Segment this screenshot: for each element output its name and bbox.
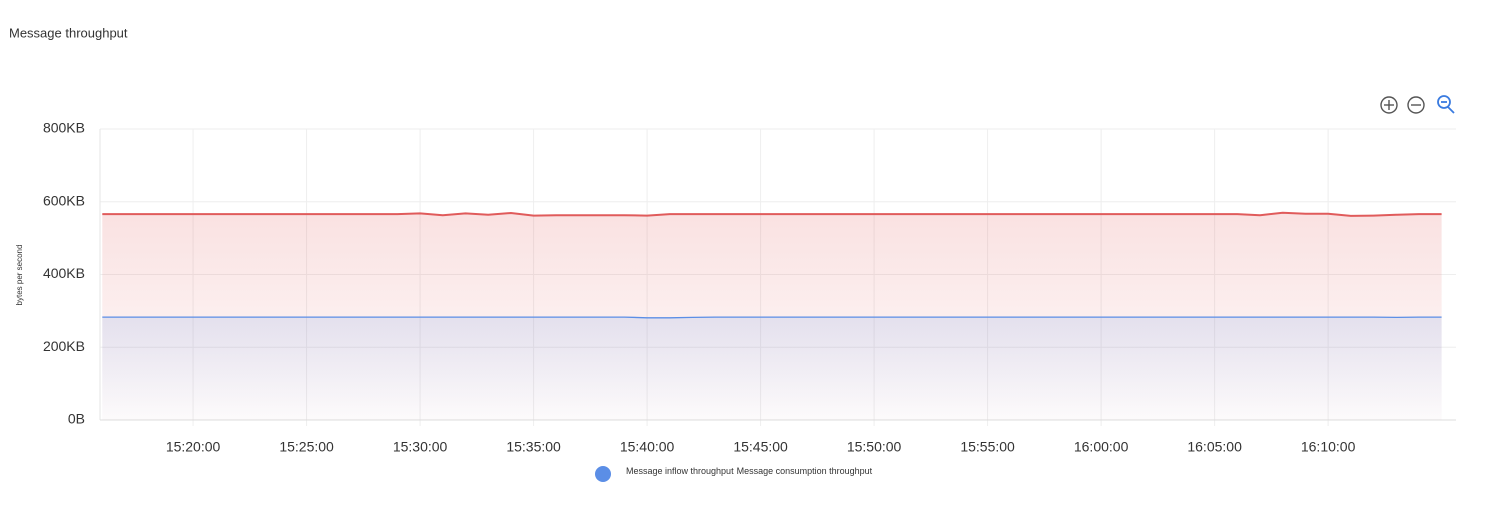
y-tick-label: 0B bbox=[68, 411, 85, 427]
legend-entry[interactable]: Message inflow throughput bbox=[626, 466, 734, 476]
x-tick-label: 16:00:00 bbox=[1074, 439, 1129, 455]
series-line bbox=[102, 316, 1442, 319]
chart-title: Message throughput bbox=[9, 25, 128, 40]
zoom-in[interactable] bbox=[1380, 96, 1398, 114]
y-tick-label: 200KB bbox=[43, 338, 85, 354]
legend-text: Message inflow throughput Message consump… bbox=[626, 466, 873, 476]
x-tick-label: 15:40:00 bbox=[620, 439, 675, 455]
area-fill bbox=[102, 317, 1442, 420]
zoom-reset[interactable] bbox=[1437, 95, 1455, 114]
legend-marker bbox=[595, 466, 611, 482]
x-tick-label: 15:55:00 bbox=[960, 439, 1015, 455]
x-tick-label: 15:50:00 bbox=[847, 439, 902, 455]
y-tick-label: 600KB bbox=[43, 192, 85, 208]
legend-entry[interactable]: Message consumption throughput bbox=[737, 466, 873, 476]
x-tick-label: 15:25:00 bbox=[279, 439, 334, 455]
y-axis-label: bytes per second bbox=[15, 245, 24, 306]
x-tick-label: 15:35:00 bbox=[506, 439, 561, 455]
x-tick-label: 15:20:00 bbox=[166, 439, 221, 455]
x-tick-label: 15:30:00 bbox=[393, 439, 448, 455]
x-tick-label: 15:45:00 bbox=[733, 439, 788, 455]
series-line bbox=[102, 211, 1442, 217]
x-tick-label: 16:05:00 bbox=[1187, 439, 1242, 455]
zoom-out[interactable] bbox=[1407, 96, 1425, 114]
y-tick-label: 800KB bbox=[43, 120, 85, 136]
x-tick-label: 16:10:00 bbox=[1301, 439, 1356, 455]
y-tick-label: 400KB bbox=[43, 265, 85, 281]
